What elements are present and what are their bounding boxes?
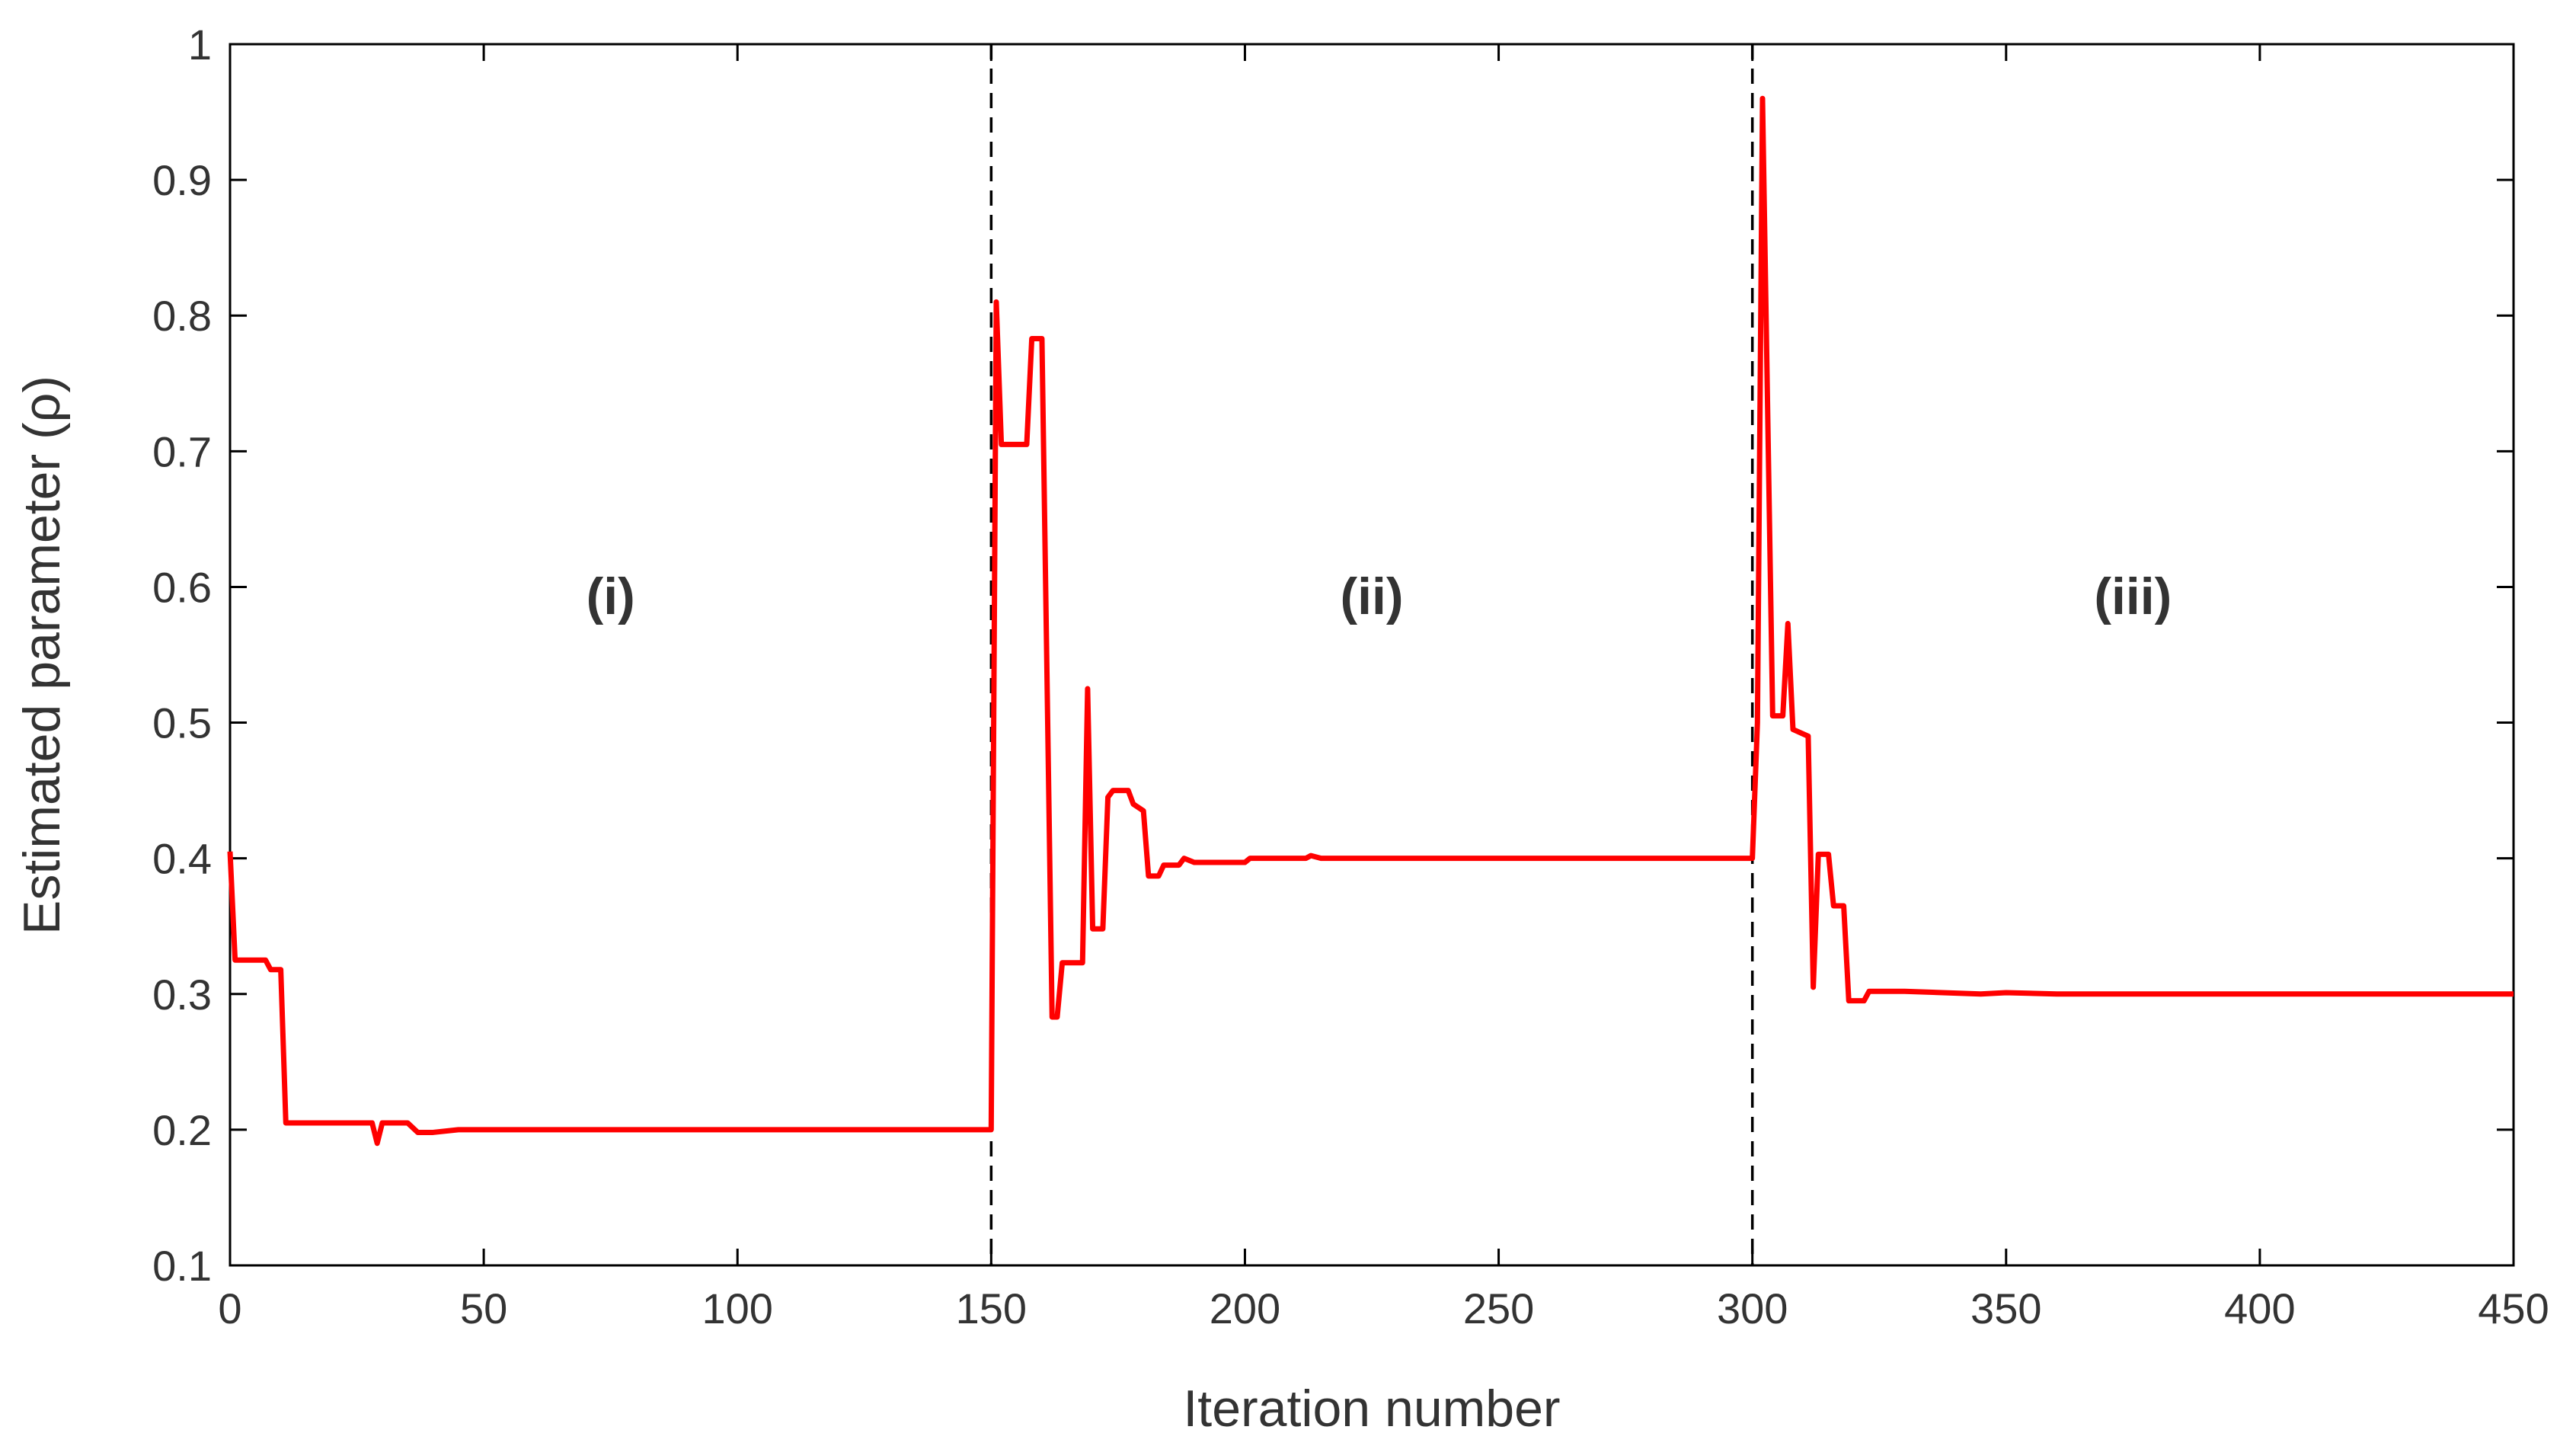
x-tick-label: 450 <box>2478 1284 2549 1332</box>
y-axis-label: Estimated parameter (ρ) <box>13 376 71 935</box>
x-tick-label: 150 <box>956 1284 1027 1332</box>
annotation: (ii) <box>1340 568 1403 625</box>
x-axis-label: Iteration number <box>1183 1380 1560 1438</box>
x-tick-label: 100 <box>702 1284 773 1332</box>
x-tick-label: 0 <box>218 1284 241 1332</box>
y-tick-label: 0.2 <box>152 1106 212 1154</box>
y-tick-label: 0.6 <box>152 563 212 611</box>
x-tick-label: 400 <box>2224 1284 2295 1332</box>
x-tick-label: 250 <box>1463 1284 1534 1332</box>
y-tick-label: 0.9 <box>152 156 212 204</box>
y-tick-label: 0.3 <box>152 971 212 1019</box>
y-tick-label: 0.5 <box>152 699 212 747</box>
plot-frame <box>229 43 2515 1267</box>
y-tick-label: 1 <box>188 21 212 69</box>
y-tick-label: 0.1 <box>152 1242 212 1290</box>
y-tick-label: 0.8 <box>152 292 212 340</box>
x-tick-label: 200 <box>1210 1284 1280 1332</box>
x-tick-label: 50 <box>460 1284 507 1332</box>
y-tick-label: 0.4 <box>152 835 212 883</box>
y-tick-label: 0.7 <box>152 427 212 475</box>
data-line <box>227 95 2514 1147</box>
x-tick-label: 300 <box>1717 1284 1788 1332</box>
annotation: (i) <box>586 568 635 625</box>
x-tick-label: 350 <box>1970 1284 2041 1332</box>
annotation: (iii) <box>2094 568 2172 625</box>
